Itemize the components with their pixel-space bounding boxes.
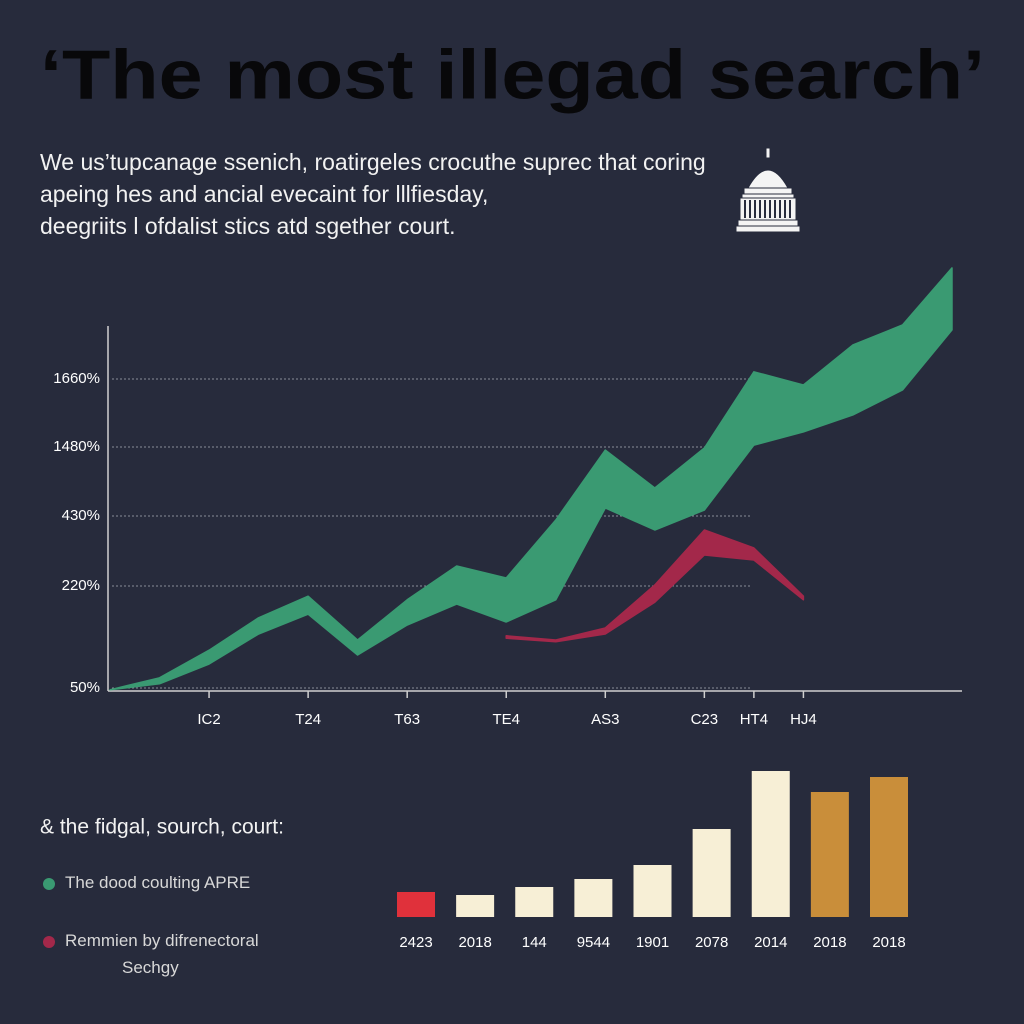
x-tick-label: 2423	[399, 934, 432, 951]
x-tick-label: 144	[522, 934, 547, 951]
bar	[456, 895, 495, 917]
x-tick-label: HJ4	[790, 711, 817, 728]
x-tick-label: 2018	[813, 934, 846, 951]
bar	[810, 792, 849, 917]
x-tick-label: 9544	[577, 934, 610, 951]
subtitle-line: We us’tupcanage ssenich, roatirgeles cro…	[40, 149, 706, 175]
x-tick-label: AS3	[591, 711, 619, 728]
x-tick-label: 2018	[872, 934, 905, 951]
x-tick-label: 2014	[754, 934, 787, 951]
y-tick-label: 50%	[70, 679, 100, 696]
subtitle-line: deegriits l ofdalist stics atd sgether c…	[40, 213, 455, 239]
legend-title: & the fidgal, sourch, court:	[40, 816, 284, 839]
x-tick-label: HT4	[740, 711, 768, 728]
x-tick-label: 2078	[695, 934, 728, 951]
band-area	[109, 267, 953, 691]
bar	[574, 879, 613, 917]
bar	[751, 771, 790, 917]
bar	[397, 892, 435, 917]
legend-marker	[43, 936, 55, 948]
legend-marker	[43, 878, 55, 890]
capitol-icon	[735, 147, 801, 233]
bar	[692, 829, 731, 917]
subtitle-line: apeing hes and ancial evecaint for lllfi…	[40, 181, 488, 207]
bar	[515, 887, 554, 917]
y-tick-label: 1480%	[53, 438, 100, 455]
x-tick-label: 1901	[636, 934, 669, 951]
title: ‘The most illegad search’	[40, 35, 985, 113]
x-tick-label: C23	[691, 711, 719, 728]
bar	[870, 777, 908, 917]
y-tick-label: 220%	[62, 577, 100, 594]
x-tick-label: T24	[295, 711, 321, 728]
x-tick-label: TE4	[492, 711, 520, 728]
y-tick-label: 1660%	[53, 370, 100, 387]
legend-label: The dood coulting APRE	[65, 873, 250, 892]
x-tick-label: 2018	[458, 934, 491, 951]
x-tick-label: IC2	[197, 711, 220, 728]
x-tick-label: T63	[394, 711, 420, 728]
legend-label: Remmien by difrenectoral Sechgy	[65, 931, 259, 977]
band-area	[505, 529, 805, 643]
bar	[633, 865, 672, 917]
y-tick-label: 430%	[62, 507, 100, 524]
